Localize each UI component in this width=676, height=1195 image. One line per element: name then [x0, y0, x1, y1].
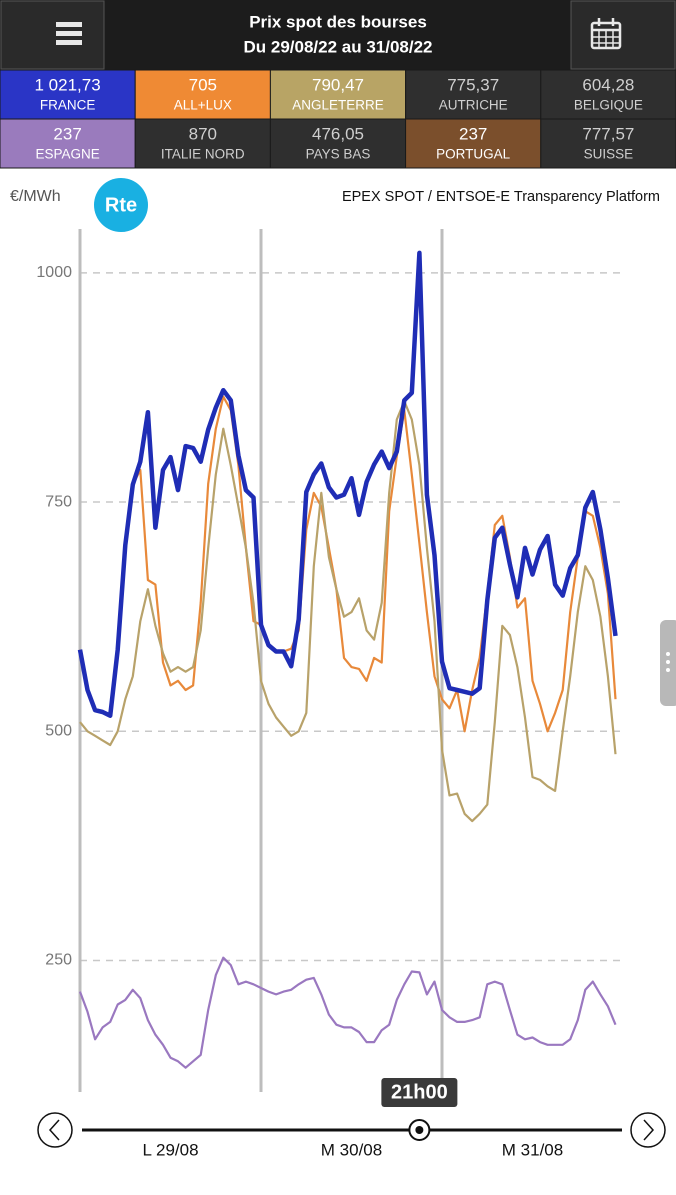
- calendar-button[interactable]: [570, 0, 676, 70]
- market-name: ALL+LUX: [174, 98, 232, 113]
- market-value: 1 021,73: [35, 75, 101, 94]
- cursor-dot: [415, 1126, 424, 1134]
- day-label: M 30/08: [321, 1140, 382, 1159]
- market-value: 237: [459, 124, 487, 143]
- market-tile[interactable]: [269, 69, 407, 120]
- prev-chevron: [48, 1119, 60, 1141]
- y-tick-label: 1000: [36, 264, 72, 281]
- plot: 250 500 750 1000: [36, 229, 620, 1092]
- market-name: PAYS BAS: [306, 147, 371, 162]
- market-tile[interactable]: [269, 118, 407, 169]
- next-chevron: [643, 1119, 655, 1141]
- day-label: M 31/08: [502, 1140, 563, 1159]
- market-tile[interactable]: [540, 118, 676, 169]
- calendar-icon: [590, 18, 622, 50]
- menu-button[interactable]: [0, 0, 105, 70]
- cursor-label-box: [381, 1078, 458, 1107]
- handle-dots: [666, 652, 670, 672]
- market-value: 790,47: [312, 75, 364, 94]
- logo-circle: [94, 178, 148, 232]
- market-value: 775,37: [447, 75, 499, 94]
- y-tick-label: 500: [45, 722, 72, 739]
- series-line: [78, 956, 617, 1069]
- next-button[interactable]: [630, 1112, 666, 1148]
- market-name: BELGIQUE: [574, 98, 643, 113]
- market-tile[interactable]: [134, 69, 271, 120]
- series-line: [79, 400, 617, 823]
- market-tile[interactable]: [0, 118, 136, 169]
- market-value: 604,28: [582, 75, 634, 94]
- market-value: 237: [53, 124, 81, 143]
- cursor-label: 21h00: [391, 1081, 448, 1103]
- market-value: 476,05: [312, 124, 364, 143]
- market-tile[interactable]: [0, 69, 136, 120]
- market-tile[interactable]: [405, 69, 542, 120]
- series-line: [77, 250, 618, 718]
- header-title: Prix spot des bourses: [249, 12, 427, 31]
- market-name: ESPAGNE: [35, 147, 99, 162]
- prev-button[interactable]: [37, 1112, 73, 1148]
- source: EPEX SPOT / ENTSOE-E Transparency Platfo…: [342, 189, 660, 205]
- market-name: PORTUGAL: [436, 147, 511, 162]
- market-tiles: 1 021,73 FRANCE 705 ALL+LUX 790,47 ANGLETERRE…: [0, 69, 676, 169]
- market-tile[interactable]: [134, 118, 271, 169]
- market-name: FRANCE: [40, 98, 96, 113]
- header-bar: [0, 0, 676, 70]
- unit: €/MWh: [10, 188, 61, 205]
- logo: Rte: [105, 194, 137, 216]
- market-name: ITALIE NORD: [161, 147, 245, 162]
- y-tick-label: 750: [45, 493, 72, 510]
- day-label: L 29/08: [142, 1140, 198, 1159]
- market-name: ANGLETERRE: [292, 98, 384, 113]
- y-tick-label: 250: [45, 952, 72, 969]
- market-tile[interactable]: [405, 118, 542, 169]
- market-name: AUTRICHE: [439, 98, 508, 113]
- menu-icon: [56, 22, 82, 45]
- market-value: 777,57: [582, 124, 634, 143]
- market-value: 705: [189, 75, 217, 94]
- header-subtitle: Du 29/08/22 au 31/08/22: [243, 37, 432, 56]
- market-name: SUISSE: [584, 147, 634, 162]
- market-value: 870: [189, 124, 217, 143]
- series-line: [78, 395, 617, 733]
